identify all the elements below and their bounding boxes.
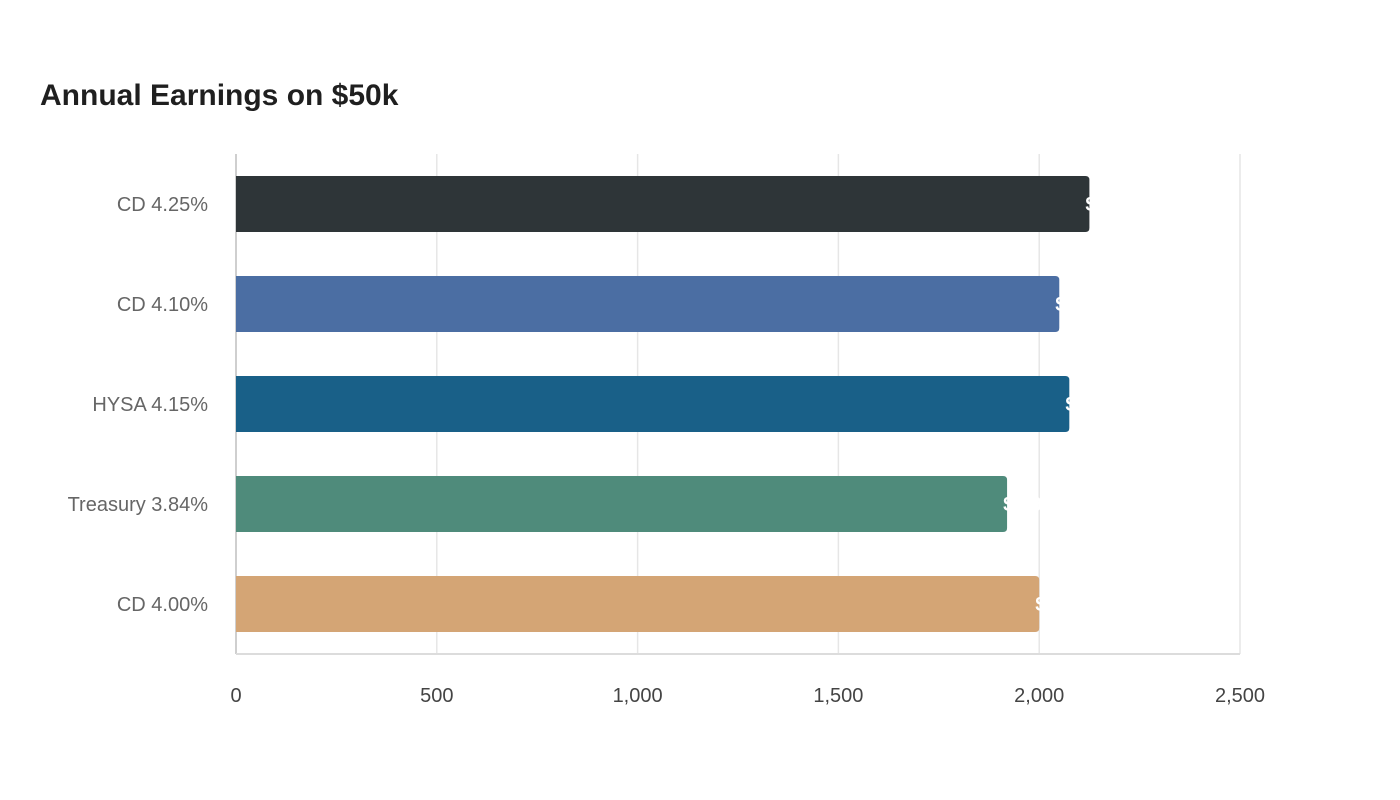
- bar-4: [236, 576, 1040, 632]
- x-tick-label-3: 1,500: [813, 685, 863, 707]
- category-label-3: Treasury 3.84%: [68, 494, 209, 516]
- bar-value-label-4: $2,000: [1035, 594, 1096, 616]
- x-tick-label-4: 2,000: [1014, 685, 1064, 707]
- bar-value-label-3: $1,920: [1003, 494, 1064, 516]
- x-tick-label-0: 0: [230, 685, 241, 707]
- category-label-2: HYSA 4.15%: [92, 394, 208, 416]
- bar-value-label-0: $2,125: [1085, 194, 1146, 216]
- category-label-0: CD 4.25%: [117, 194, 208, 216]
- bar-2: [236, 376, 1070, 432]
- bar-1: [236, 276, 1060, 332]
- bar-value-label-1: $2,050: [1055, 294, 1116, 316]
- x-tick-label-2: 1,000: [613, 685, 663, 707]
- category-label-4: CD 4.00%: [117, 594, 208, 616]
- chart-title: Annual Earnings on $50k: [40, 79, 399, 112]
- x-tick-label-5: 2,500: [1215, 685, 1265, 707]
- bar-value-label-2: $2,075: [1065, 394, 1126, 416]
- bar-0: [236, 176, 1090, 232]
- category-label-1: CD 4.10%: [117, 294, 208, 316]
- x-tick-label-1: 500: [420, 685, 453, 707]
- bar-3: [236, 476, 1008, 532]
